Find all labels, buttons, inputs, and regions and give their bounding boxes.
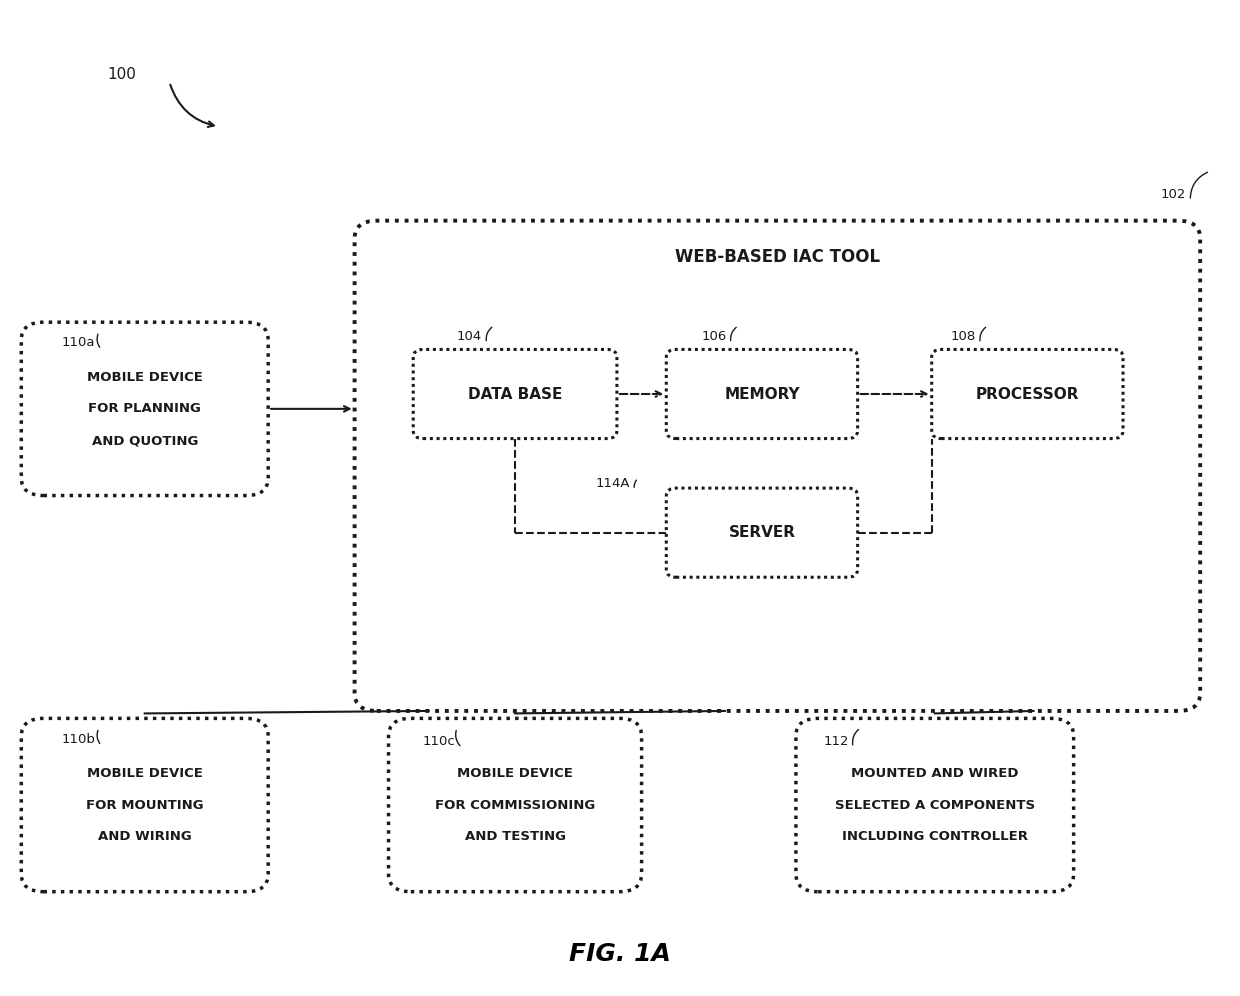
FancyBboxPatch shape (796, 718, 1074, 891)
Text: FIG. 1A: FIG. 1A (569, 941, 671, 965)
Text: FOR MOUNTING: FOR MOUNTING (86, 799, 203, 812)
FancyBboxPatch shape (413, 350, 618, 438)
Text: WEB-BASED IAC TOOL: WEB-BASED IAC TOOL (675, 248, 880, 266)
Text: SELECTED A COMPONENTS: SELECTED A COMPONENTS (835, 799, 1035, 812)
Text: MEMORY: MEMORY (724, 386, 800, 401)
Text: 106: 106 (702, 331, 727, 344)
FancyBboxPatch shape (388, 718, 641, 891)
Text: 102: 102 (1161, 188, 1187, 201)
Text: 104: 104 (458, 331, 482, 344)
Text: MOBILE DEVICE: MOBILE DEVICE (458, 767, 573, 780)
Text: FOR COMMISSIONING: FOR COMMISSIONING (435, 799, 595, 812)
Text: 100: 100 (108, 67, 136, 82)
Text: AND WIRING: AND WIRING (98, 831, 192, 844)
Text: INCLUDING CONTROLLER: INCLUDING CONTROLLER (842, 831, 1028, 844)
Text: MOBILE DEVICE: MOBILE DEVICE (87, 371, 202, 383)
FancyBboxPatch shape (666, 488, 858, 578)
FancyBboxPatch shape (355, 221, 1200, 711)
FancyBboxPatch shape (666, 350, 858, 438)
Text: SERVER: SERVER (728, 525, 796, 540)
Text: 110b: 110b (62, 733, 95, 746)
Text: AND TESTING: AND TESTING (465, 831, 565, 844)
Text: 110a: 110a (62, 337, 95, 350)
Text: 114A: 114A (595, 477, 630, 490)
Text: FOR PLANNING: FOR PLANNING (88, 402, 201, 415)
FancyBboxPatch shape (21, 322, 268, 496)
Text: MOBILE DEVICE: MOBILE DEVICE (87, 767, 202, 780)
Text: 110c: 110c (423, 735, 455, 748)
Text: AND QUOTING: AND QUOTING (92, 434, 198, 447)
Text: 108: 108 (951, 331, 976, 344)
Text: PROCESSOR: PROCESSOR (976, 386, 1079, 401)
Text: MOUNTED AND WIRED: MOUNTED AND WIRED (851, 767, 1018, 780)
FancyBboxPatch shape (931, 350, 1123, 438)
Text: DATA BASE: DATA BASE (467, 386, 562, 401)
Text: 112: 112 (823, 735, 849, 748)
FancyBboxPatch shape (21, 718, 268, 891)
